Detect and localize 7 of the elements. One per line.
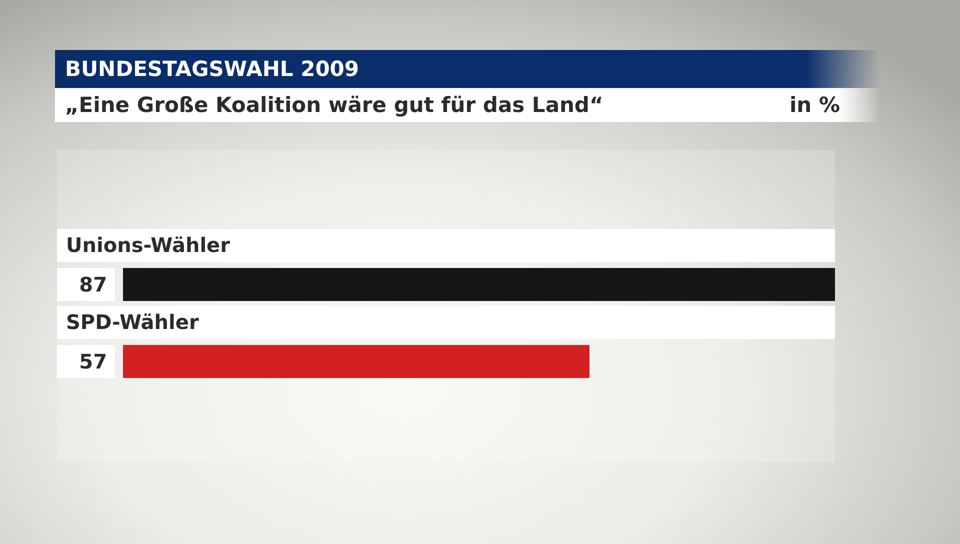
chart-subtitle: „Eine Große Koalition wäre gut für das Land“ (65, 92, 604, 119)
data-label: 57 (79, 350, 107, 374)
y-tick-label: SPD-Wähler (66, 309, 199, 336)
chart-title: BUNDESTAGSWAHL 2009 (55, 50, 880, 88)
text: in % (789, 92, 840, 119)
y-tick-label: Unions-Wähler (66, 232, 230, 259)
data-label: 87 (79, 272, 107, 296)
